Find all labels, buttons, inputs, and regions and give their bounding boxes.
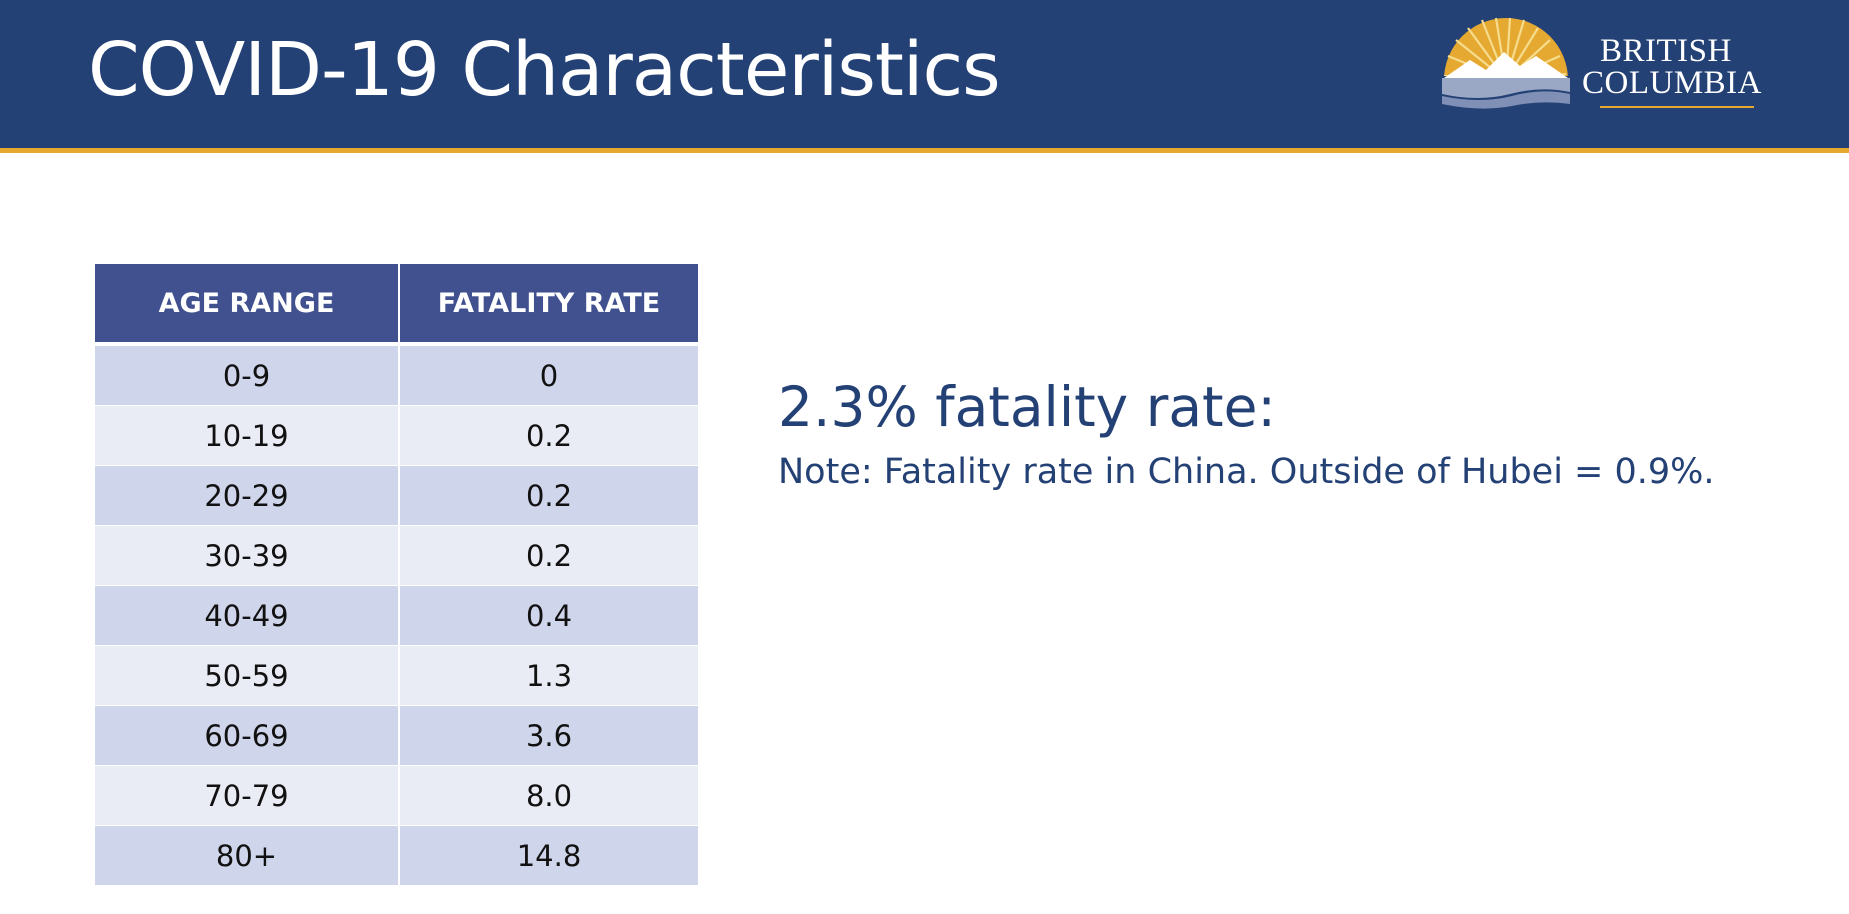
age-range-cell: 20-29 xyxy=(95,465,400,526)
fatality-rate-cell: 0.2 xyxy=(399,465,698,526)
logo-text-line2: COLUMBIA xyxy=(1582,65,1763,101)
fatality-rate-cell: 0.4 xyxy=(399,585,698,646)
fatality-rate-cell: 0 xyxy=(399,344,698,406)
fatality-rate-cell: 0.2 xyxy=(399,405,698,466)
fatality-rate-cell: 0.2 xyxy=(399,525,698,586)
age-range-cell: 40-49 xyxy=(95,585,400,646)
table-row: 10-19 0.2 xyxy=(95,405,698,466)
fatality-rate-note: Note: Fatality rate in China. Outside of… xyxy=(778,452,1715,492)
age-range-cell: 10-19 xyxy=(95,405,400,466)
table-row: 80+ 14.8 xyxy=(95,825,698,886)
fatality-rate-cell: 8.0 xyxy=(399,765,698,826)
column-header-age-range: AGE RANGE xyxy=(95,264,400,346)
table-row: 70-79 8.0 xyxy=(95,765,698,826)
fatality-rate-cell: 14.8 xyxy=(399,825,698,886)
fatality-rate-headline: 2.3% fatality rate: xyxy=(778,375,1276,439)
fatality-rate-cell: 1.3 xyxy=(399,645,698,706)
table-row: 50-59 1.3 xyxy=(95,645,698,706)
table-header-row: AGE RANGE FATALITY RATE xyxy=(95,264,698,346)
logo-underline xyxy=(1600,106,1754,108)
age-range-cell: 70-79 xyxy=(95,765,400,826)
table-row: 60-69 3.6 xyxy=(95,705,698,766)
fatality-table: AGE RANGE FATALITY RATE 0-9 0 10-19 0.2 … xyxy=(95,264,698,886)
table-row: 40-49 0.4 xyxy=(95,585,698,646)
header-divider xyxy=(0,148,1849,153)
age-range-cell: 60-69 xyxy=(95,705,400,766)
logo-text-line1: BRITISH xyxy=(1600,33,1732,69)
age-range-cell: 0-9 xyxy=(95,344,400,406)
table-row: 0-9 0 xyxy=(95,344,698,406)
bc-logo: BRITISH COLUMBIA xyxy=(1440,16,1780,116)
table-row: 20-29 0.2 xyxy=(95,465,698,526)
title-bar: COVID-19 Characteristics xyxy=(0,0,1849,148)
fatality-rate-cell: 3.6 xyxy=(399,705,698,766)
sun-mountain-icon xyxy=(1442,17,1570,109)
age-range-cell: 30-39 xyxy=(95,525,400,586)
column-header-fatality-rate: FATALITY RATE xyxy=(399,264,698,346)
table-row: 30-39 0.2 xyxy=(95,525,698,586)
age-range-cell: 50-59 xyxy=(95,645,400,706)
age-range-cell: 80+ xyxy=(95,825,400,886)
slide-title: COVID-19 Characteristics xyxy=(88,27,1001,113)
